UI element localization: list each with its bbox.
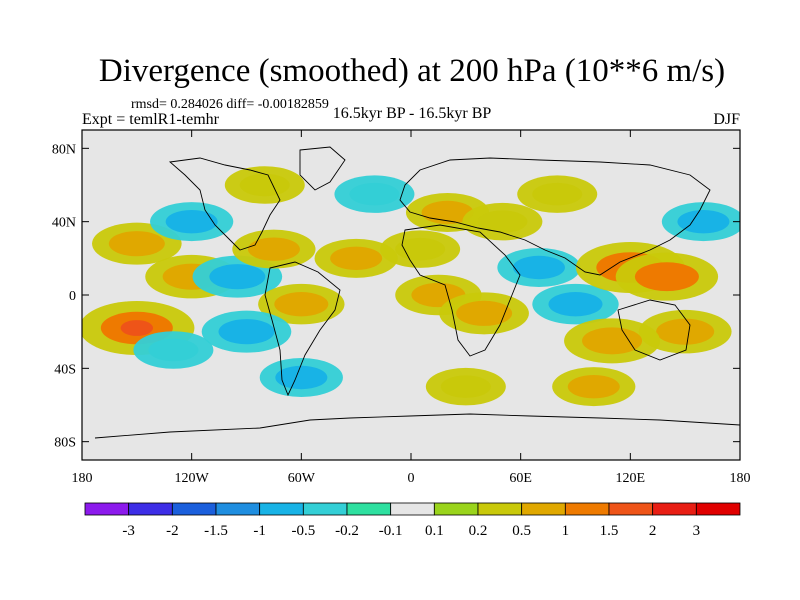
- coastline-south-america: [264, 261, 341, 397]
- colorbar-swatch-6: [346, 502, 392, 516]
- colorbar-label-10: 1: [562, 523, 570, 539]
- colorbar-swatch-2: [171, 502, 217, 516]
- anomaly-inner-25: [567, 374, 620, 399]
- colorbar-swatch-12: [608, 502, 654, 516]
- anomaly-inner-15: [532, 182, 583, 206]
- colorbar-label-4: -0.5: [291, 523, 315, 539]
- colorbar-swatch-7: [390, 502, 435, 516]
- anomaly-inner-16: [512, 255, 565, 280]
- colorbar-swatch-9: [477, 502, 523, 516]
- period-label: 16.5kyr BP - 16.5kyr BP: [333, 105, 492, 122]
- colorbar-label-3: -1: [253, 523, 266, 539]
- coastline-eurasia: [399, 157, 711, 276]
- x-tick-label-5: 120E: [616, 471, 646, 486]
- colorbar-swatch-13: [652, 502, 697, 516]
- colorbar-label-12: 2: [649, 523, 657, 539]
- anomaly-inner-14: [477, 210, 528, 233]
- coastline-north-america: [168, 157, 281, 251]
- anomaly-inner-8: [349, 182, 400, 206]
- x-tick-label-1: 120W: [175, 471, 210, 486]
- anomaly-inner-24: [440, 375, 491, 398]
- anomaly-field: [82, 166, 740, 407]
- anomaly-core-19: [652, 269, 682, 284]
- colorbar-label-6: -0.1: [379, 523, 403, 539]
- colorbar-swatch-0: [84, 502, 130, 516]
- x-tick-label-3: 0: [408, 471, 415, 486]
- y-tick-label-0: 80N: [52, 142, 76, 157]
- colorbar-label-7: 0.1: [425, 523, 444, 539]
- y-tick-label-4: 80S: [54, 436, 76, 451]
- colorbar-swatch-4: [259, 502, 304, 516]
- anomaly-core-2: [120, 320, 154, 336]
- anomaly-inner-6: [274, 292, 329, 317]
- colorbar: -3 -2 -1.5 -1 -0.5 -0.2 -0.1 0.1 0.2 0.5 1 1.5 2 3: [84, 502, 741, 539]
- colorbar-label-2: -1.5: [204, 523, 228, 539]
- anomaly-inner-20: [656, 318, 715, 345]
- colorbar-label-8: 0.2: [469, 523, 488, 539]
- anomaly-inner-22: [677, 209, 730, 234]
- anomaly-inner-0: [108, 231, 165, 257]
- colorbar-label-1: -2: [166, 523, 179, 539]
- colorbar-swatch-11: [564, 502, 610, 516]
- anomaly-inner-23: [275, 365, 328, 390]
- season-label: DJF: [713, 111, 740, 128]
- colorbar-label-0: -3: [122, 523, 135, 539]
- anomaly-inner-27: [218, 319, 275, 345]
- colorbar-swatch-10: [521, 502, 566, 516]
- map-axes: 180 120W 60W 0 60E 120E 180 80N 40N 0 40S 80S: [52, 130, 751, 486]
- colorbar-swatch-1: [128, 502, 173, 516]
- coastline-australia: [617, 299, 691, 361]
- x-tick-label-6: 180: [730, 471, 751, 486]
- x-tick-label-2: 60W: [288, 471, 316, 486]
- chart-title: Divergence (smoothed) at 200 hPa (10**6 …: [99, 53, 725, 89]
- anomaly-inner-3: [209, 264, 266, 290]
- anomaly-inner-4: [247, 237, 300, 261]
- colorbar-swatch-14: [695, 502, 741, 516]
- x-tick-label-4: 60E: [509, 471, 532, 486]
- y-tick-label-3: 40S: [54, 362, 76, 377]
- anomaly-inner-26: [148, 338, 199, 362]
- colorbar-label-5: -0.2: [335, 523, 359, 539]
- anomaly-inner-13: [456, 300, 513, 326]
- colorbar-swatch-8: [433, 502, 479, 516]
- colorbar-label-11: 1.5: [600, 523, 619, 539]
- colorbar-swatch-5: [302, 502, 348, 516]
- anomaly-inner-9: [239, 173, 290, 197]
- coastlines: [94, 146, 740, 439]
- y-tick-label-1: 40N: [52, 216, 76, 231]
- colorbar-label-13: 3: [693, 523, 701, 539]
- coastline-antarctica: [94, 413, 740, 439]
- colorbar-label-9: 0.5: [512, 523, 531, 539]
- anomaly-inner-7: [330, 246, 383, 271]
- anomaly-inner-5: [165, 209, 218, 234]
- anomaly-inner-17: [548, 292, 603, 317]
- anomaly-inner-21: [582, 327, 643, 355]
- colorbar-swatch-3: [215, 502, 261, 516]
- coastline-africa: [401, 224, 521, 357]
- y-tick-label-2: 0: [69, 289, 76, 304]
- stats-label: rmsd= 0.284026 diff= -0.00182859: [131, 97, 329, 112]
- coastline-greenland: [299, 146, 346, 191]
- x-tick-label-0: 180: [72, 471, 93, 486]
- experiment-label: Expt = temlR1-temhr: [82, 111, 220, 128]
